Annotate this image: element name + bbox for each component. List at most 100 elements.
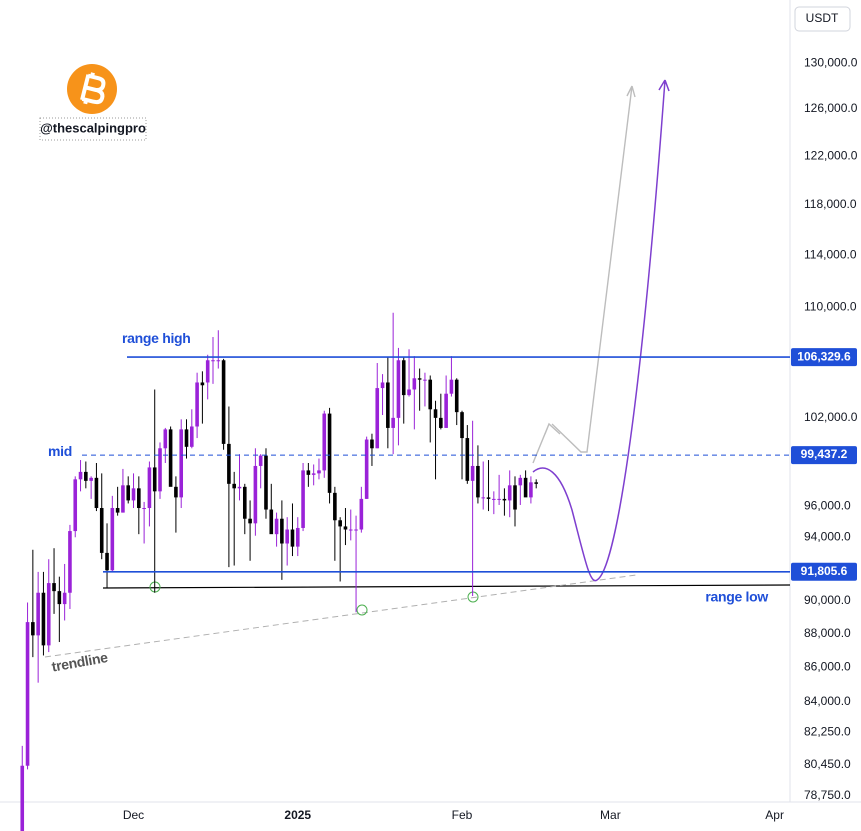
- projection-gray: [532, 85, 636, 464]
- candle-body: [205, 360, 210, 383]
- y-tick-label: 82,250.0: [804, 725, 851, 739]
- candle-body: [195, 382, 199, 427]
- y-tick-label: 126,000.0: [804, 101, 858, 115]
- candle-body: [380, 382, 385, 389]
- y-tick-label: 88,000.0: [804, 626, 851, 640]
- candle-body: [497, 498, 501, 500]
- candle-body: [317, 470, 321, 474]
- candle-body: [227, 443, 231, 484]
- x-tick-label: Mar: [600, 808, 621, 822]
- candle-body: [264, 455, 268, 510]
- x-tick-label: Dec: [123, 808, 144, 822]
- candle-body: [470, 465, 475, 481]
- candle-body: [396, 360, 401, 418]
- candle-body: [163, 429, 168, 449]
- candle-body: [274, 518, 279, 535]
- candle-body: [327, 413, 332, 493]
- logo-glyph: [80, 72, 106, 105]
- candle-body: [211, 360, 215, 362]
- price-tag-label: 99,437.2: [801, 447, 848, 461]
- candle-body: [444, 393, 448, 428]
- y-tick-label: 130,000.0: [804, 55, 858, 69]
- candle-body: [152, 467, 157, 492]
- candle-body: [311, 473, 316, 475]
- candle-body: [200, 382, 205, 386]
- candle-body: [285, 529, 289, 544]
- candle-body: [370, 439, 374, 449]
- candle-body: [460, 412, 464, 439]
- candle-body: [492, 498, 496, 500]
- candle-body: [343, 526, 348, 530]
- candle-body: [131, 488, 136, 501]
- candle-body: [179, 429, 184, 498]
- candle-body: [253, 465, 258, 524]
- candle-body: [502, 498, 507, 501]
- candle-body: [52, 583, 56, 592]
- candle-body: [184, 429, 189, 447]
- candle-body: [407, 389, 411, 396]
- candle-body: [348, 529, 353, 531]
- y-tick-label: 118,000.0: [804, 197, 857, 211]
- candle-body: [221, 360, 226, 444]
- candle-body: [46, 583, 51, 646]
- y-tick-label: 122,000.0: [804, 148, 858, 162]
- candle-body: [84, 471, 88, 481]
- candle-body: [237, 486, 242, 489]
- candle-body: [168, 429, 173, 487]
- logo: [67, 64, 117, 114]
- support-line: [102, 584, 791, 589]
- candle-body: [295, 527, 300, 547]
- x-tick-label: Apr: [765, 808, 784, 822]
- y-tick-label: 102,000.0: [804, 410, 858, 424]
- candle-body: [105, 552, 109, 571]
- candle-body: [121, 485, 125, 513]
- candle-body: [306, 470, 311, 475]
- y-tick-label: 78,750.0: [804, 788, 851, 802]
- candle-body: [386, 382, 390, 428]
- candle-body: [454, 379, 459, 413]
- candle-body: [359, 498, 364, 530]
- y-tick-label: 96,000.0: [804, 499, 851, 513]
- candle-body: [529, 482, 533, 498]
- candle-body: [375, 388, 380, 449]
- candle-body: [258, 455, 263, 466]
- candle-body: [280, 518, 284, 544]
- candle-body: [391, 417, 395, 428]
- y-tick-label: 94,000.0: [804, 529, 851, 543]
- candle-body: [513, 485, 517, 510]
- candle-body: [25, 622, 30, 766]
- price-tag: [791, 348, 857, 367]
- candle-body: [412, 378, 417, 390]
- candle-body: [269, 509, 274, 535]
- candle-body: [354, 529, 358, 531]
- projection-purple: [532, 79, 670, 582]
- candle-body: [190, 426, 194, 447]
- y-tick-label: 86,000.0: [804, 659, 851, 673]
- y-tick-label: 84,000.0: [804, 694, 851, 708]
- candle-body: [99, 508, 104, 553]
- candle-body: [147, 467, 152, 509]
- candle-body: [41, 592, 46, 646]
- plot: 78,750.0 80,450.0 82,250.0 84,000.0 86,000.0…: [20, 55, 858, 831]
- candle-body: [174, 486, 178, 498]
- candle-body: [20, 765, 25, 831]
- candle-body: [322, 413, 327, 471]
- candle-body: [333, 492, 337, 521]
- candle-body: [439, 417, 443, 428]
- candle-body: [126, 485, 131, 501]
- candle-body: [534, 482, 539, 484]
- candle-body: [94, 477, 99, 509]
- price-tag-label: 106,329.6: [797, 349, 851, 363]
- level-name: range low: [705, 589, 768, 605]
- x-tick-label: 2025: [284, 808, 311, 822]
- price-tag-label: 91,805.6: [801, 564, 848, 578]
- candle-body: [449, 379, 454, 394]
- candle-body: [216, 360, 221, 362]
- candle-body: [338, 520, 342, 527]
- candle-body: [423, 379, 427, 381]
- currency-box[interactable]: [794, 6, 851, 32]
- candle-body: [486, 497, 491, 499]
- candle-body: [142, 508, 146, 510]
- candle-body: [31, 622, 35, 636]
